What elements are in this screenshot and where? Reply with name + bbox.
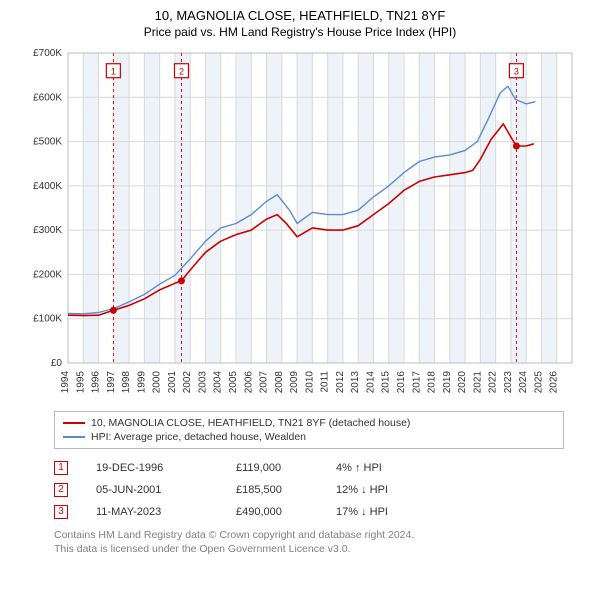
svg-text:£0: £0	[51, 358, 63, 369]
legend-swatch	[63, 436, 85, 438]
attribution-line: This data is licensed under the Open Gov…	[54, 543, 590, 557]
svg-text:2006: 2006	[243, 371, 254, 394]
svg-text:2017: 2017	[411, 371, 422, 394]
svg-text:2010: 2010	[304, 371, 315, 394]
sale-marker: 1	[54, 461, 68, 475]
svg-text:1: 1	[111, 67, 116, 77]
attribution: Contains HM Land Registry data © Crown c…	[54, 529, 590, 556]
svg-text:2022: 2022	[488, 371, 499, 394]
svg-text:2023: 2023	[503, 371, 514, 394]
svg-text:2024: 2024	[518, 371, 529, 394]
svg-text:2026: 2026	[549, 371, 560, 394]
sale-marker: 2	[54, 483, 68, 497]
svg-text:2001: 2001	[167, 371, 178, 394]
sale-date: 11-MAY-2023	[96, 506, 236, 518]
svg-text:1998: 1998	[121, 371, 132, 394]
svg-text:2002: 2002	[182, 371, 193, 394]
sale-marker: 3	[54, 505, 68, 519]
svg-text:2025: 2025	[533, 371, 544, 394]
sale-delta: 12% ↓ HPI	[336, 484, 456, 496]
svg-text:1997: 1997	[106, 371, 117, 394]
legend-label: HPI: Average price, detached house, Weal…	[91, 431, 306, 443]
svg-text:2018: 2018	[427, 371, 438, 394]
attribution-line: Contains HM Land Registry data © Crown c…	[54, 529, 590, 543]
svg-text:£100K: £100K	[33, 314, 62, 325]
legend-swatch	[63, 422, 85, 424]
svg-text:£600K: £600K	[33, 92, 62, 103]
svg-text:2013: 2013	[350, 371, 361, 394]
svg-text:2003: 2003	[197, 371, 208, 394]
svg-text:2015: 2015	[381, 371, 392, 394]
svg-text:2007: 2007	[259, 371, 270, 394]
svg-text:2014: 2014	[365, 371, 376, 394]
svg-text:2: 2	[179, 67, 184, 77]
svg-text:2019: 2019	[442, 371, 453, 394]
svg-text:2000: 2000	[152, 371, 163, 394]
sale-date: 05-JUN-2001	[96, 484, 236, 496]
svg-text:2009: 2009	[289, 371, 300, 394]
svg-text:2011: 2011	[320, 371, 331, 393]
svg-text:£300K: £300K	[33, 225, 62, 236]
svg-text:£400K: £400K	[33, 181, 62, 192]
svg-text:2008: 2008	[274, 371, 285, 394]
chart-title: 10, MAGNOLIA CLOSE, HEATHFIELD, TN21 8YF	[10, 8, 590, 23]
legend-item: HPI: Average price, detached house, Weal…	[63, 430, 555, 444]
sale-price: £490,000	[236, 506, 336, 518]
sale-price: £185,500	[236, 484, 336, 496]
svg-text:1994: 1994	[60, 371, 71, 394]
svg-text:1995: 1995	[75, 371, 86, 394]
line-chart: £0 £100K £200K £300K £400K £500K £600K £700K 199…	[20, 45, 580, 405]
legend-item: 10, MAGNOLIA CLOSE, HEATHFIELD, TN21 8YF…	[63, 416, 555, 430]
legend: 10, MAGNOLIA CLOSE, HEATHFIELD, TN21 8YF…	[54, 411, 564, 449]
sale-price: £119,000	[236, 462, 336, 474]
svg-text:2012: 2012	[335, 371, 346, 394]
svg-text:1996: 1996	[91, 371, 102, 394]
sale-delta: 17% ↓ HPI	[336, 506, 456, 518]
svg-text:2021: 2021	[472, 371, 483, 394]
svg-text:£200K: £200K	[33, 269, 62, 280]
sale-delta: 4% ↑ HPI	[336, 462, 456, 474]
chart-subtitle: Price paid vs. HM Land Registry's House …	[10, 25, 590, 39]
sale-row: 3 11-MAY-2023£490,00017% ↓ HPI	[54, 501, 590, 523]
svg-text:2016: 2016	[396, 371, 407, 394]
chart-area: £0 £100K £200K £300K £400K £500K £600K £700K 199…	[20, 45, 580, 405]
sale-row: 2 05-JUN-2001£185,50012% ↓ HPI	[54, 479, 590, 501]
sale-date: 19-DEC-1996	[96, 462, 236, 474]
svg-text:1999: 1999	[136, 371, 147, 394]
svg-text:3: 3	[514, 67, 519, 77]
svg-text:£700K: £700K	[33, 48, 62, 59]
svg-text:2004: 2004	[213, 371, 224, 394]
chart-container: 10, MAGNOLIA CLOSE, HEATHFIELD, TN21 8YF…	[0, 0, 600, 590]
legend-label: 10, MAGNOLIA CLOSE, HEATHFIELD, TN21 8YF…	[91, 417, 410, 429]
svg-text:£500K: £500K	[33, 137, 62, 148]
svg-text:2005: 2005	[228, 371, 239, 394]
sales-table: 1 19-DEC-1996£119,0004% ↑ HPI 2 05-JUN-2001…	[54, 457, 590, 523]
svg-text:2020: 2020	[457, 371, 468, 394]
sale-row: 1 19-DEC-1996£119,0004% ↑ HPI	[54, 457, 590, 479]
